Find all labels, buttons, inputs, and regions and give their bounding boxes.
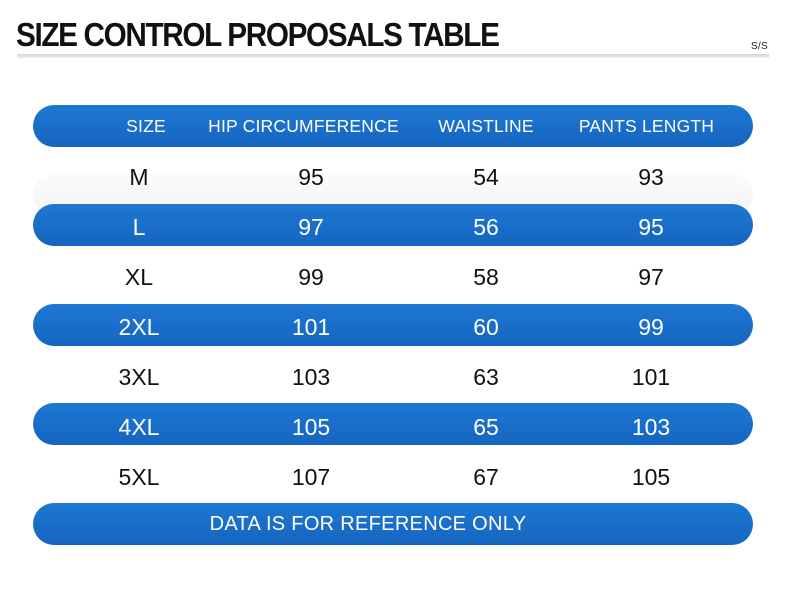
- size-cell: 4XL: [118, 414, 160, 440]
- length-cell: 105: [631, 464, 671, 490]
- waist-cell: 60: [473, 314, 499, 340]
- column-header-hip: HIP CIRCUMFERENCE: [208, 116, 399, 136]
- hip-cell: 103: [291, 364, 331, 390]
- table-row: M 95 54 93: [33, 156, 753, 198]
- table-row: 2XL 101 60 99: [33, 306, 753, 348]
- column-header-length: PANTS LENGTH: [578, 116, 715, 136]
- length-cell: 97: [638, 264, 664, 290]
- size-cell: 3XL: [118, 364, 160, 390]
- row-band: [33, 204, 753, 246]
- length-cell: 99: [638, 314, 664, 340]
- hip-cell: 107: [291, 464, 331, 490]
- hip-cell: 97: [298, 214, 324, 240]
- table-row: XL 99 58 97: [33, 256, 753, 298]
- length-cell: 93: [638, 164, 664, 190]
- page-title: SIZE CONTROL PROPOSALS TABLE: [16, 16, 500, 53]
- table-header: SIZE HIP CIRCUMFERENCE WAISTLINE PANTS L…: [33, 105, 753, 147]
- length-cell: 101: [631, 364, 671, 390]
- reference-note: DATA IS FOR REFERENCE ONLY: [209, 513, 527, 535]
- waist-cell: 58: [473, 264, 499, 290]
- waist-cell: 67: [473, 464, 499, 490]
- table-row: 3XL 103 63 101: [33, 356, 753, 398]
- hip-cell: 105: [291, 414, 331, 440]
- header-band: [33, 105, 753, 147]
- table-row: 5XL 107 67 105: [33, 456, 753, 498]
- waist-cell: 54: [473, 164, 499, 190]
- row-band: [33, 304, 753, 346]
- title-underline: [17, 54, 769, 58]
- size-cell: M: [129, 164, 149, 190]
- waist-cell: 65: [473, 414, 499, 440]
- hip-cell: 99: [298, 264, 324, 290]
- waist-cell: 63: [473, 364, 499, 390]
- size-cell: XL: [124, 264, 154, 290]
- column-header-waist: WAISTLINE: [438, 116, 534, 136]
- size-cell: 5XL: [118, 464, 160, 490]
- size-cell: 2XL: [118, 314, 160, 340]
- table-row: L 97 56 95: [33, 206, 753, 248]
- length-cell: 95: [638, 214, 664, 240]
- season-label: S/S: [750, 41, 768, 52]
- hip-cell: 101: [291, 314, 331, 340]
- hip-cell: 95: [298, 164, 324, 190]
- column-header-size: SIZE: [126, 116, 166, 136]
- footer-band: [33, 503, 753, 545]
- waist-cell: 56: [473, 214, 499, 240]
- length-cell: 103: [631, 414, 671, 440]
- row-band: [33, 403, 753, 445]
- table-row: 4XL 105 65 103: [33, 406, 753, 448]
- size-cell: L: [132, 214, 146, 240]
